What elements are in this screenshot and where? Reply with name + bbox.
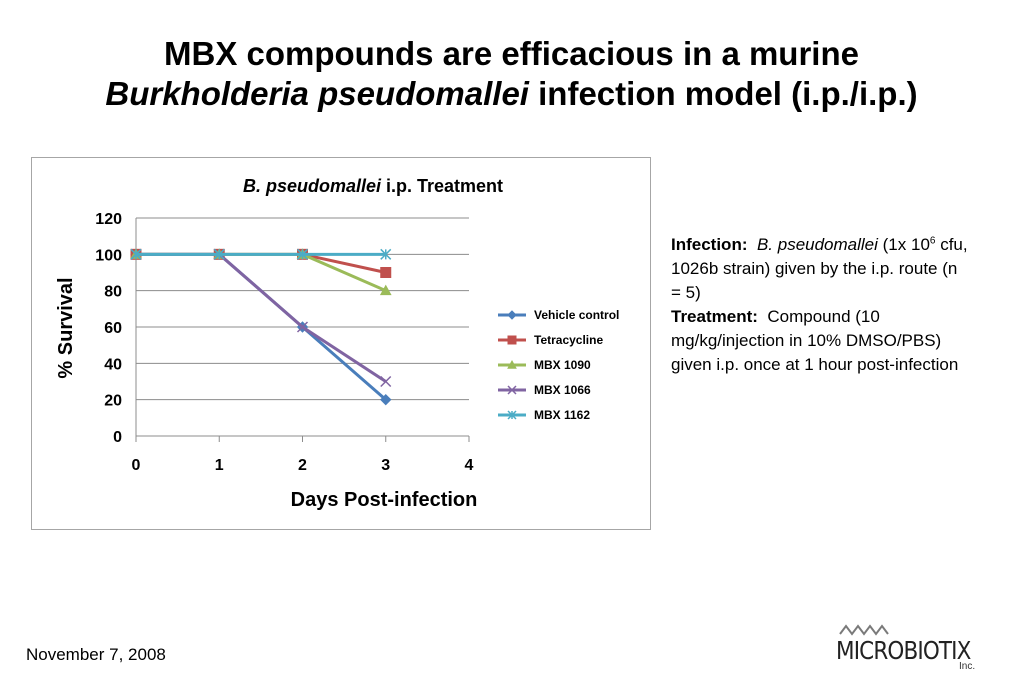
legend-entry: MBX 1162 <box>498 408 590 422</box>
data-point <box>380 393 392 406</box>
series-line <box>136 252 387 274</box>
x-tick-label: 0 <box>132 457 141 474</box>
legend-entry: MBX 1090 <box>498 358 591 372</box>
legend-swatch-marker <box>507 385 517 395</box>
company-logo: MICROBIOTIX Inc. <box>836 624 981 674</box>
chart-frame: B. pseudomallei i.p. Treatment 0 20 40 60 80… <box>31 157 651 530</box>
legend-label: MBX 1090 <box>534 358 591 372</box>
y-tick-label: 40 <box>104 356 122 373</box>
slide-title-line-2: Burkholderia pseudomallei infection mode… <box>0 74 1023 114</box>
data-point <box>380 248 392 260</box>
series-mbx-1162 <box>130 248 392 260</box>
logo-wave-icon <box>839 624 889 636</box>
y-tick-label: 120 <box>95 211 122 228</box>
infection-exponent: 6 <box>929 235 936 247</box>
legend-swatch-marker <box>507 410 517 420</box>
series-line <box>136 252 387 293</box>
treatment-label: Treatment: <box>671 307 758 326</box>
legend-entry: MBX 1066 <box>498 383 591 397</box>
y-tick-label: 100 <box>95 247 122 264</box>
infection-text-a: (1x 10 <box>877 235 930 254</box>
gridlines <box>136 217 469 401</box>
experiment-description: Infection: B. pseudomallei (1x 106 cfu, … <box>671 233 971 377</box>
footer-date: November 7, 2008 <box>26 645 166 664</box>
x-tick-label: 2 <box>298 457 307 474</box>
axes: 0 20 40 60 80 100 120 0 1 2 3 4 <box>95 211 473 474</box>
legend-swatch-marker <box>507 310 517 320</box>
series-lines <box>130 248 392 406</box>
data-point <box>379 284 392 296</box>
data-point <box>380 267 392 278</box>
infection-species: B. pseudomallei <box>756 235 878 254</box>
infection-label: Infection: <box>671 235 748 254</box>
logo-name: MICROBIOTIX <box>836 636 971 665</box>
data-point <box>213 248 225 260</box>
legend-label: Vehicle control <box>534 308 619 322</box>
legend-swatch-marker <box>507 359 517 369</box>
treatment-text: Compound (10 mg/kg/injection in 10% DMSO… <box>671 307 959 374</box>
infection-text-b: cfu, 1026b strain) given by the i.p. rou… <box>671 235 968 302</box>
legend-label: Tetracycline <box>534 333 603 347</box>
data-point <box>296 248 309 260</box>
x-tick-label: 1 <box>215 457 224 474</box>
y-tick-label: 60 <box>104 320 122 337</box>
series-mbx-1090 <box>130 248 392 296</box>
x-tick-label: 3 <box>381 457 390 474</box>
slide-title-rest: infection model (i.p./i.p.) <box>528 75 918 112</box>
data-point <box>130 248 142 260</box>
series-mbx-1066 <box>130 248 392 388</box>
y-tick-label: 20 <box>104 393 122 410</box>
legend-label: MBX 1066 <box>534 383 591 397</box>
legend-label: MBX 1162 <box>534 408 590 422</box>
slide-title-species: Burkholderia pseudomallei <box>105 75 529 112</box>
slide-title: MBX compounds are efficacious in a murin… <box>0 34 1023 114</box>
y-tick-label: 0 <box>113 429 122 446</box>
chart-title-rest: i.p. Treatment <box>381 176 503 196</box>
chart-title: B. pseudomallei i.p. Treatment <box>243 176 503 196</box>
legend-entry: Vehicle control <box>498 308 619 322</box>
legend-entry: Tetracycline <box>498 333 603 347</box>
logo-suffix: Inc. <box>959 661 976 672</box>
slide-title-line-1: MBX compounds are efficacious in a murin… <box>164 35 859 72</box>
infection-description: Infection: B. pseudomallei (1x 106 cfu, … <box>671 233 971 305</box>
treatment-description: Treatment: Compound (10 mg/kg/injection … <box>671 305 971 377</box>
y-axis-title: % Survival <box>55 277 77 378</box>
data-point <box>296 321 309 333</box>
data-point <box>380 375 392 388</box>
legend: Vehicle control Tetracycline MBX 1090 MBX 1… <box>498 308 619 422</box>
legend-swatch-marker <box>507 335 517 345</box>
x-tick-label: 4 <box>465 457 474 474</box>
survival-chart: B. pseudomallei i.p. Treatment 020406080… <box>55 176 619 511</box>
chart-title-species: B. pseudomallei <box>243 176 382 196</box>
y-tick-label: 80 <box>104 284 122 301</box>
x-axis-title: Days Post-infection <box>291 489 478 511</box>
